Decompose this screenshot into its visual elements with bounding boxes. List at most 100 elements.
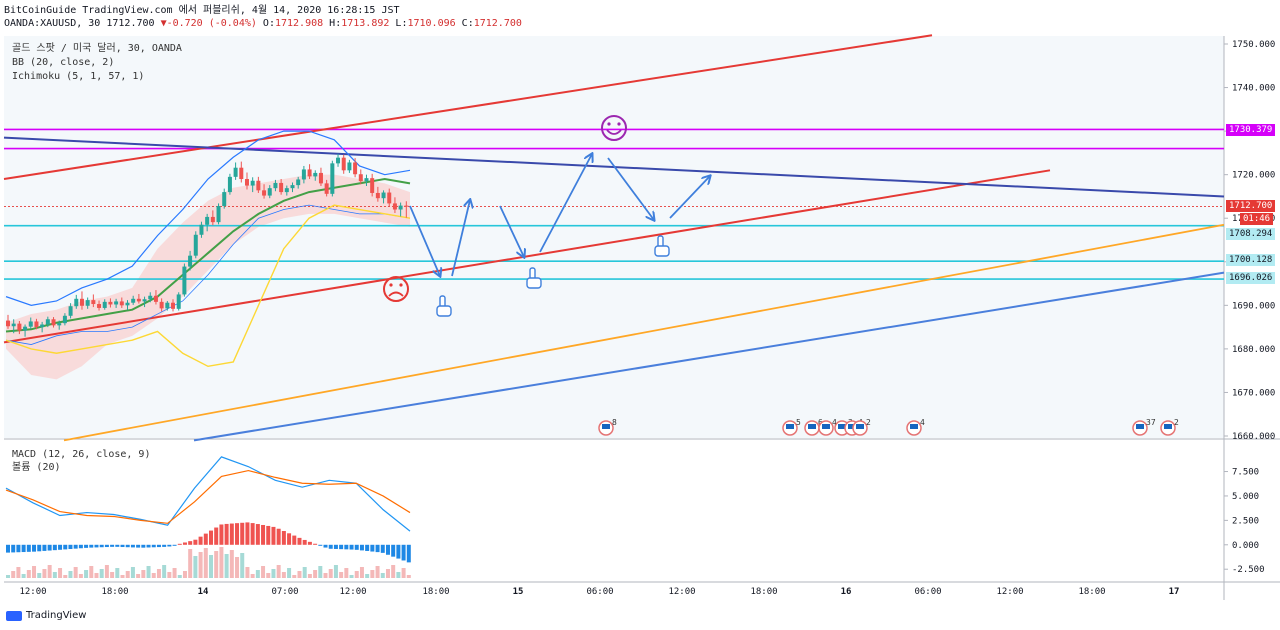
candle-body <box>262 190 267 196</box>
macd-tick-label: 7.500 <box>1232 468 1259 478</box>
event-badge-flag-stripe <box>1164 424 1172 429</box>
volume-bar <box>339 572 344 578</box>
volume-bar <box>94 573 99 578</box>
macd-histogram-bar <box>94 544 99 548</box>
volume-bar <box>229 550 234 578</box>
candle-body <box>227 176 232 193</box>
volume-bar <box>115 568 120 578</box>
macd-tick-label: 2.500 <box>1232 516 1259 526</box>
change-value: ▼-0.720 (-0.04%) <box>160 18 257 29</box>
event-badge-flag-stripe <box>1136 424 1144 429</box>
volume-bar <box>156 569 161 578</box>
macd-histogram-bar <box>188 541 193 545</box>
volume-bar <box>73 567 78 578</box>
candle-body <box>153 295 158 302</box>
macd-histogram-bar <box>266 525 271 545</box>
volume-bar <box>224 554 229 578</box>
volume-bar <box>21 574 26 578</box>
candle-body <box>119 301 124 306</box>
macd-histogram-bar <box>271 526 276 545</box>
volume-bar <box>203 548 208 578</box>
volume-bar <box>47 565 52 578</box>
ichimoku-legend[interactable]: Ichimoku (5, 1, 57, 1) <box>12 71 145 82</box>
bb-legend[interactable]: BB (20, close, 2) <box>12 57 115 68</box>
macd-histogram-bar <box>47 544 52 551</box>
candle-body <box>392 203 397 210</box>
macd-histogram-bar <box>89 544 94 548</box>
macd-histogram-bar <box>42 544 47 551</box>
resistance-price-tag: 1730.379 <box>1226 124 1276 136</box>
last-price-tag: 1712.700 <box>1226 200 1276 212</box>
candle-body <box>34 321 39 328</box>
candle-body <box>330 163 335 194</box>
macd-histogram-bar <box>162 544 167 547</box>
candle-body <box>57 323 62 326</box>
main-pane-title[interactable]: 골드 스팟 / 미국 달러, 30, OANDA <box>12 43 182 54</box>
level-1696-tag: 1696.026 <box>1226 272 1276 284</box>
macd-histogram-bar <box>349 544 354 550</box>
brand-name: TradingView <box>26 610 87 621</box>
macd-histogram-bar <box>193 539 198 545</box>
macd-histogram-bar <box>172 544 177 546</box>
candle-body <box>165 302 170 309</box>
candle-body <box>336 157 341 164</box>
time-tick-label: 12:00 <box>996 587 1023 597</box>
macd-histogram-bar <box>214 527 219 545</box>
sad-face-circle <box>383 276 409 302</box>
volume-bar <box>11 571 16 578</box>
price-axis: 1750.0001740.0001730.0001720.0001710.000… <box>1224 40 1275 442</box>
event-badge-count: 2 <box>1174 418 1179 427</box>
candle-body <box>159 301 164 309</box>
candle-body <box>23 326 28 331</box>
time-tick-label: 15 <box>513 587 524 597</box>
macd-histogram-bar <box>318 544 323 546</box>
sad-face-mouth <box>388 291 404 297</box>
macd-tick-label: -2.500 <box>1232 565 1265 575</box>
forecast-arrow <box>539 154 592 253</box>
ichimoku-cloud-area <box>6 174 410 380</box>
event-badge-flag-stripe <box>856 424 864 429</box>
macd-histogram-bar <box>344 544 349 550</box>
candle-body <box>199 224 204 235</box>
candle-body <box>398 205 403 210</box>
macd-histogram-bar <box>141 544 146 548</box>
volume-bar <box>380 573 385 578</box>
volume-legend[interactable]: 볼륨 (20) <box>12 462 61 473</box>
volume-bar <box>297 571 302 578</box>
time-tick-label: 12:00 <box>339 587 366 597</box>
candle-body <box>102 301 107 308</box>
h-value: 1713.892 <box>341 18 390 29</box>
volume-bar <box>318 566 323 578</box>
sad-face-eye <box>399 283 403 287</box>
volume-bar <box>89 566 94 578</box>
ichimoku-tenkan-line <box>5 178 411 333</box>
candle-body <box>108 301 113 305</box>
macd-legend[interactable]: MACD (12, 26, close, 9) <box>12 449 151 460</box>
candle-body <box>244 179 249 186</box>
bb-lower-line <box>5 204 411 345</box>
volume-bar <box>136 574 141 578</box>
macd-histogram-bar <box>11 544 16 553</box>
candle-body <box>171 302 176 309</box>
tradingview-brand[interactable]: TradingView <box>6 610 86 621</box>
price-tick-label: 1750.000 <box>1232 40 1275 50</box>
macd-histogram-bar <box>63 544 68 550</box>
macd-histogram-bar <box>375 544 380 553</box>
symbol-label[interactable]: OANDA:XAUUSD, 30 <box>4 18 101 29</box>
macd-histogram-bar <box>110 544 115 547</box>
volume-bar <box>245 567 250 578</box>
candle-body <box>279 182 284 193</box>
event-badge-count: 8 <box>612 418 617 427</box>
time-tick-label: 18:00 <box>1078 587 1105 597</box>
volume-bar <box>63 575 68 578</box>
candle-body <box>68 306 73 316</box>
macd-histogram-bar <box>146 544 151 548</box>
macd-histogram-bar <box>276 528 281 545</box>
level-1700-tag: 1700.128 <box>1226 254 1276 266</box>
candle-body <box>6 320 10 327</box>
candle-body <box>51 319 56 326</box>
candle-body <box>222 192 227 207</box>
candles <box>6 153 409 337</box>
volume-bar <box>370 570 375 578</box>
